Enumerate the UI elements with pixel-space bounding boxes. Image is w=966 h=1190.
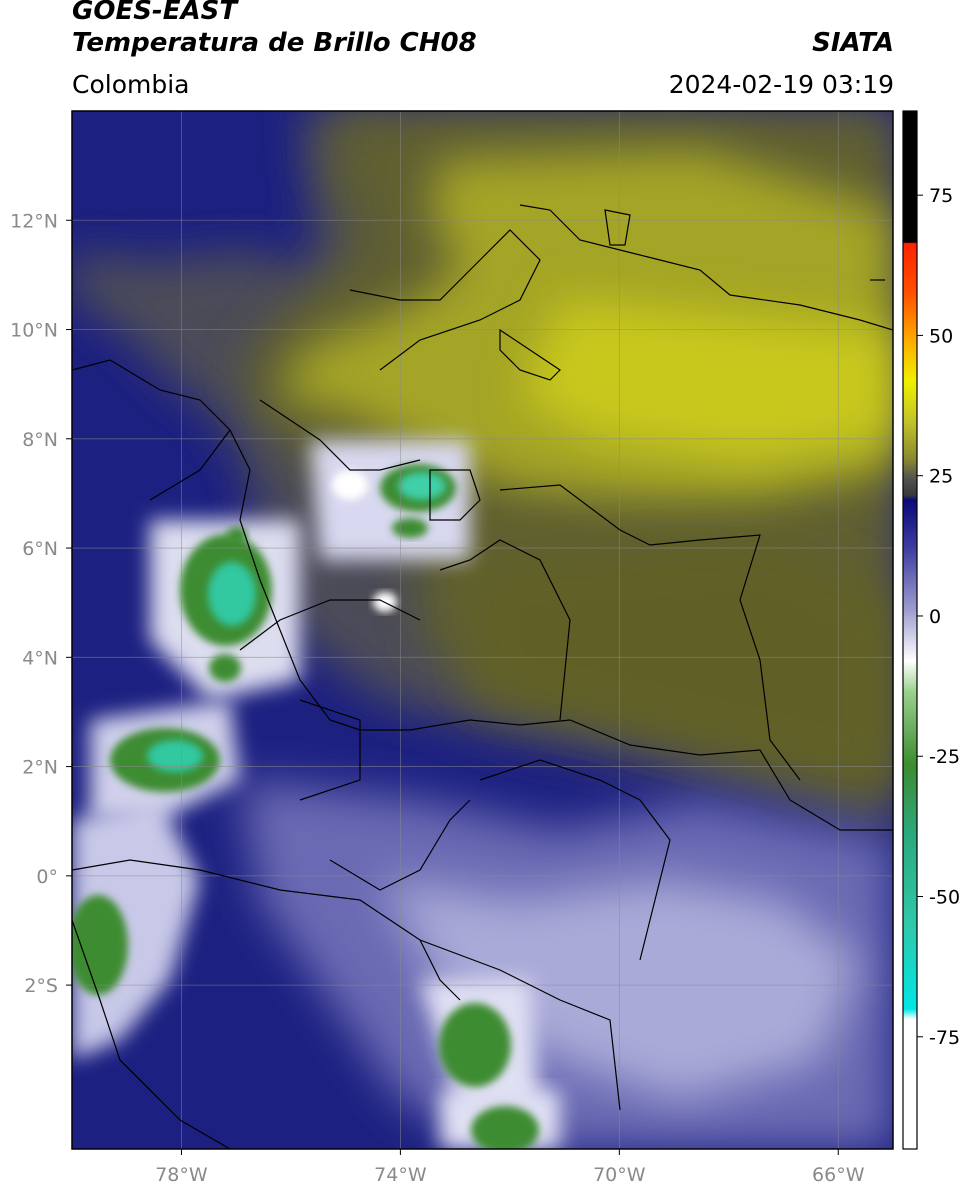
lat-tick-label: 8°N: [22, 429, 58, 451]
region-label: Colombia: [72, 70, 190, 99]
latitude-axis: 12°N 10°N 8°N 6°N 4°N 2°N 0° 2°S: [10, 210, 72, 997]
colorbar-tick-label: 50: [929, 325, 953, 347]
colorbar-tick-label: 75: [929, 185, 953, 207]
lat-tick-label: 0°: [36, 866, 58, 888]
colorbar: [903, 111, 917, 1149]
lat-tick-label: 2°N: [22, 757, 58, 779]
colorbar-tick-label: 25: [929, 466, 953, 488]
colorbar-tick-label: -75: [929, 1027, 960, 1049]
lon-tick-label: 74°W: [374, 1164, 427, 1186]
lon-tick-label: 66°W: [812, 1164, 865, 1186]
lat-tick-label: 6°N: [22, 538, 58, 560]
lon-tick-label: 70°W: [593, 1164, 646, 1186]
colorbar-axis: 75 50 25 0 -25 -50 -75: [917, 185, 960, 1049]
lat-tick-label: 10°N: [10, 320, 58, 342]
colorbar-frame: [902, 110, 918, 1150]
product-title: Temperatura de Brillo CH08: [72, 28, 477, 58]
satellite-title: GOES-EAST: [72, 0, 238, 26]
lat-tick-label: 12°N: [10, 210, 58, 232]
map-frame: [71, 110, 894, 1150]
country-boundaries: [72, 204, 893, 1149]
satellite-imagery: [72, 111, 893, 1149]
datetime-label: 2024-02-19 03:19: [668, 70, 894, 99]
colorbar-tick-label: -50: [929, 887, 960, 909]
lat-tick-label: 4°N: [22, 647, 58, 669]
longitude-axis: 78°W 74°W 70°W 66°W: [155, 1149, 865, 1186]
agency-label: SIATA: [812, 28, 894, 58]
gridlines: [72, 111, 893, 1149]
colorbar-tick-label: -25: [929, 746, 960, 768]
lon-tick-label: 78°W: [155, 1164, 208, 1186]
colorbar-tick-label: 0: [929, 606, 941, 628]
lat-tick-label: 2°S: [24, 975, 58, 997]
